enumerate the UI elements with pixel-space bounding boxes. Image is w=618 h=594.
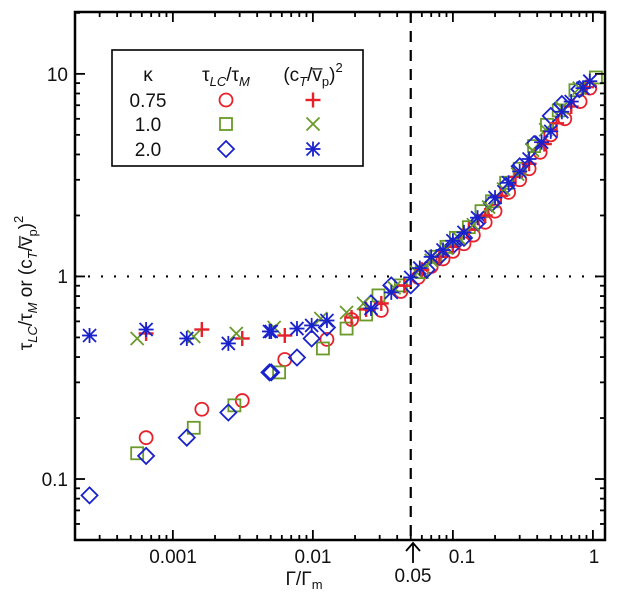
point-asterisk-10 <box>383 284 399 300</box>
legend-header-speed-ratio: (cT/v̅p)2 <box>283 60 342 89</box>
point-square-5 <box>339 321 354 336</box>
plot-frame <box>73 10 607 542</box>
point-diamond-0 <box>80 486 99 505</box>
point-asterisk-9 <box>363 300 379 316</box>
point-asterisk-7 <box>304 317 320 333</box>
point-asterisk-13 <box>423 249 439 265</box>
point-cross-13 <box>481 199 496 215</box>
legend-asterisk-icon <box>305 141 321 157</box>
annotation-0.05-label: 0.05 <box>395 566 432 587</box>
legend-kappa-1: 1.0 <box>135 115 161 136</box>
x-tick-label-2: 0.1 <box>449 547 475 568</box>
point-diamond-16 <box>468 213 487 232</box>
x-tick-label-0: 0.001 <box>149 547 197 568</box>
point-asterisk-22 <box>534 134 550 150</box>
y-axis-title: τLC/τM or (cT/v̅p)2 <box>11 216 40 351</box>
legend: κ τLC/τM (cT/v̅p)2 0.75 1.0 2.0 <box>111 49 364 167</box>
x-tick-label-3: 1 <box>589 547 600 568</box>
point-diamond-6 <box>287 348 307 367</box>
point-asterisk-16 <box>456 224 472 240</box>
point-asterisk-27 <box>582 73 598 89</box>
point-asterisk-0 <box>82 328 98 344</box>
point-plus-7 <box>396 278 412 294</box>
point-asterisk-17 <box>470 210 486 226</box>
point-asterisk-21 <box>521 151 537 167</box>
legend-header-tau-ratio: τLC/τM <box>202 65 250 89</box>
point-square-1 <box>186 420 201 435</box>
point-asterisk-6 <box>289 321 305 337</box>
x-axis-title: Γ/Γm <box>285 569 322 592</box>
point-asterisk-2 <box>179 330 195 346</box>
point-circle-4 <box>319 331 335 347</box>
data-markers <box>80 70 603 505</box>
legend-kappa-2: 2.0 <box>135 140 161 161</box>
point-circle-2 <box>234 393 250 408</box>
x-tick-label-1: 0.01 <box>295 547 332 568</box>
y-tick-label-1: 1 <box>57 267 68 288</box>
legend-kappa-0: 0.75 <box>130 91 167 112</box>
point-diamond-1 <box>136 446 156 466</box>
point-asterisk-1 <box>138 322 154 338</box>
point-diamond-3 <box>219 403 238 422</box>
legend-box <box>111 49 364 167</box>
reference-lines <box>75 12 605 540</box>
point-diamond-5 <box>261 363 281 382</box>
point-square-0 <box>130 446 145 461</box>
point-asterisk-25 <box>563 94 579 110</box>
point-asterisk-12 <box>412 260 428 276</box>
point-plus-3 <box>277 328 293 344</box>
y-tick-label-0: 0.1 <box>42 470 68 491</box>
point-asterisk-3 <box>220 335 236 351</box>
point-asterisk-15 <box>445 233 461 249</box>
point-cross-2 <box>229 326 244 341</box>
legend-diamond-icon <box>216 139 236 159</box>
point-asterisk-14 <box>435 242 451 258</box>
legend-cross-icon <box>305 116 321 132</box>
legend-header-kappa: κ <box>143 65 153 86</box>
point-asterisk-19 <box>501 175 517 191</box>
point-asterisk-23 <box>543 123 559 139</box>
point-diamond-4 <box>260 363 279 382</box>
point-circle-3 <box>277 352 293 367</box>
point-circle-0 <box>138 430 154 446</box>
series-asterisk <box>82 73 598 351</box>
point-asterisk-8 <box>319 313 335 329</box>
annotation-arrow-icon <box>405 541 421 563</box>
point-diamond-7 <box>302 329 321 348</box>
legend-markers <box>216 92 321 159</box>
point-square-4 <box>316 341 330 356</box>
y-tick-label-2: 10 <box>47 65 68 86</box>
legend-square-icon <box>219 117 233 131</box>
point-asterisk-20 <box>512 163 528 179</box>
point-asterisk-5 <box>263 323 279 339</box>
legend-plus-icon <box>305 92 321 108</box>
point-square-3 <box>272 365 287 380</box>
point-cross-5 <box>339 305 354 320</box>
point-plus-1 <box>194 322 210 338</box>
point-circle-1 <box>194 401 210 417</box>
point-asterisk-18 <box>487 190 503 206</box>
point-diamond-2 <box>177 428 197 447</box>
point-square-7 <box>371 288 386 303</box>
legend-circle-icon <box>218 92 234 108</box>
